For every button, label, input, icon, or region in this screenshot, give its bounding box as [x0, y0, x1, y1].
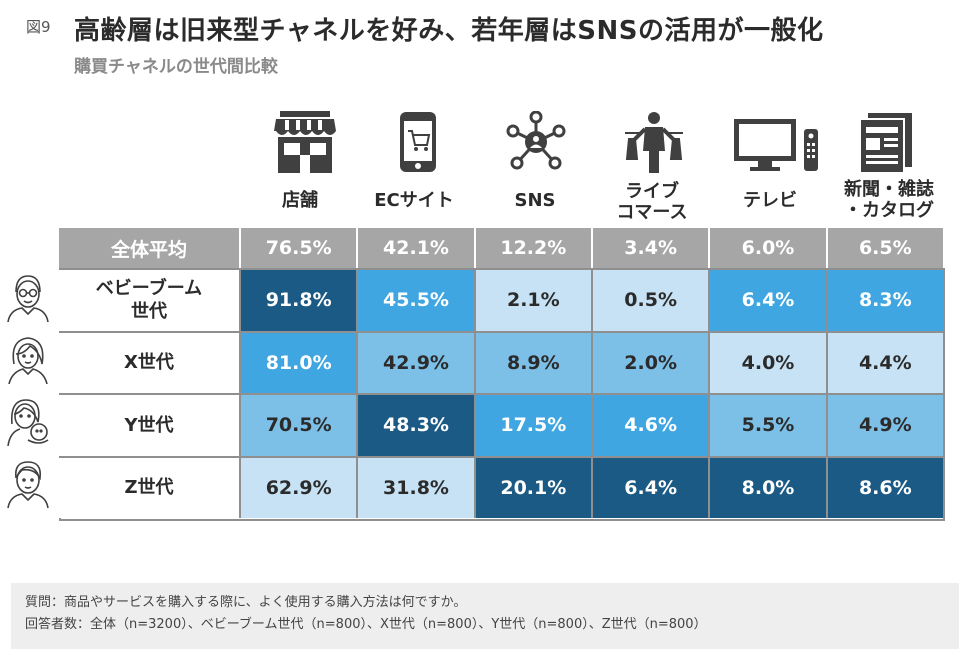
channel-label-sns: SNS: [514, 190, 556, 211]
value-cell: 48.3%: [358, 393, 476, 456]
value-cell: 8.0%: [710, 455, 828, 518]
survey-question: 質問：商品やサービスを購入する際に、よく使用する購入方法は何ですか。: [25, 595, 467, 610]
value-cell: 4.0%: [710, 330, 828, 393]
chart-title: 高齢層は旧来型チャネルを好み、若年層はSNSの活用が一般化: [74, 16, 824, 46]
young-man-avatar-icon: [6, 458, 50, 509]
average-value-cell: 6.0%: [710, 228, 828, 268]
value-cell: 81.0%: [241, 330, 359, 393]
value-cell: 45.5%: [358, 268, 476, 331]
notes-box: 質問：商品やサービスを購入する際に、よく使用する購入方法は何ですか。 回答者数：…: [11, 583, 959, 649]
tv-icon: [732, 111, 818, 173]
respondent-counts: 回答者数：全体（n=3200）、ベビーブーム世代（n=800）、X世代（n=80…: [25, 617, 707, 632]
chart-subtitle: 購買チャネルの世代間比較: [74, 57, 278, 77]
average-value-cell: 12.2%: [475, 228, 593, 268]
channel-label-live-commerce: ライブ コマース: [616, 181, 688, 223]
channel-label-tv: テレビ: [743, 190, 797, 211]
value-cell: 70.5%: [241, 393, 359, 456]
value-cell: 31.8%: [358, 455, 476, 518]
live-commerce-icon: [614, 111, 694, 173]
social-network-icon: [496, 111, 576, 173]
smartphone-cart-icon: [378, 111, 458, 173]
average-row-label: 全体平均: [59, 228, 241, 268]
parent-with-baby-avatar-icon: [6, 396, 50, 447]
figure-label: 図9: [26, 18, 51, 36]
value-cell: 6.4%: [710, 268, 828, 331]
value-cell: 62.9%: [241, 455, 359, 518]
average-value-cell: 76.5%: [241, 228, 359, 268]
value-cell: 4.6%: [592, 393, 711, 456]
average-value-cell: 6.5%: [827, 228, 945, 268]
value-cell: 2.0%: [592, 330, 711, 393]
value-cell: 42.9%: [358, 330, 476, 393]
senior-man-glasses-avatar-icon: [6, 272, 50, 323]
channel-label-print: 新聞・雑誌 ・カタログ: [844, 179, 934, 221]
generation-label: Y世代: [59, 393, 241, 456]
value-cell: 8.9%: [475, 330, 593, 393]
value-cell: 6.4%: [592, 455, 711, 518]
generation-label: Z世代: [59, 455, 241, 518]
value-cell: 2.1%: [475, 268, 593, 331]
value-cell: 8.6%: [827, 455, 945, 518]
middle-aged-woman-avatar-icon: [6, 334, 50, 385]
value-cell: 20.1%: [475, 455, 593, 518]
value-cell: 4.9%: [827, 393, 945, 456]
generation-label: ベビーブーム 世代: [59, 268, 241, 331]
value-cell: 17.5%: [475, 393, 593, 456]
value-cell: 4.4%: [827, 330, 945, 393]
store-icon: [265, 111, 345, 173]
average-value-cell: 3.4%: [592, 228, 711, 268]
value-cell: 0.5%: [592, 268, 711, 331]
channel-label-ec: ECサイト: [374, 190, 454, 211]
average-value-cell: 42.1%: [358, 228, 476, 268]
generation-label: X世代: [59, 330, 241, 393]
value-cell: 5.5%: [710, 393, 828, 456]
value-cell: 8.3%: [827, 268, 945, 331]
value-cell: 91.8%: [241, 268, 359, 331]
channel-label-store: 店舗: [282, 190, 318, 211]
newspaper-icon: [846, 111, 926, 173]
